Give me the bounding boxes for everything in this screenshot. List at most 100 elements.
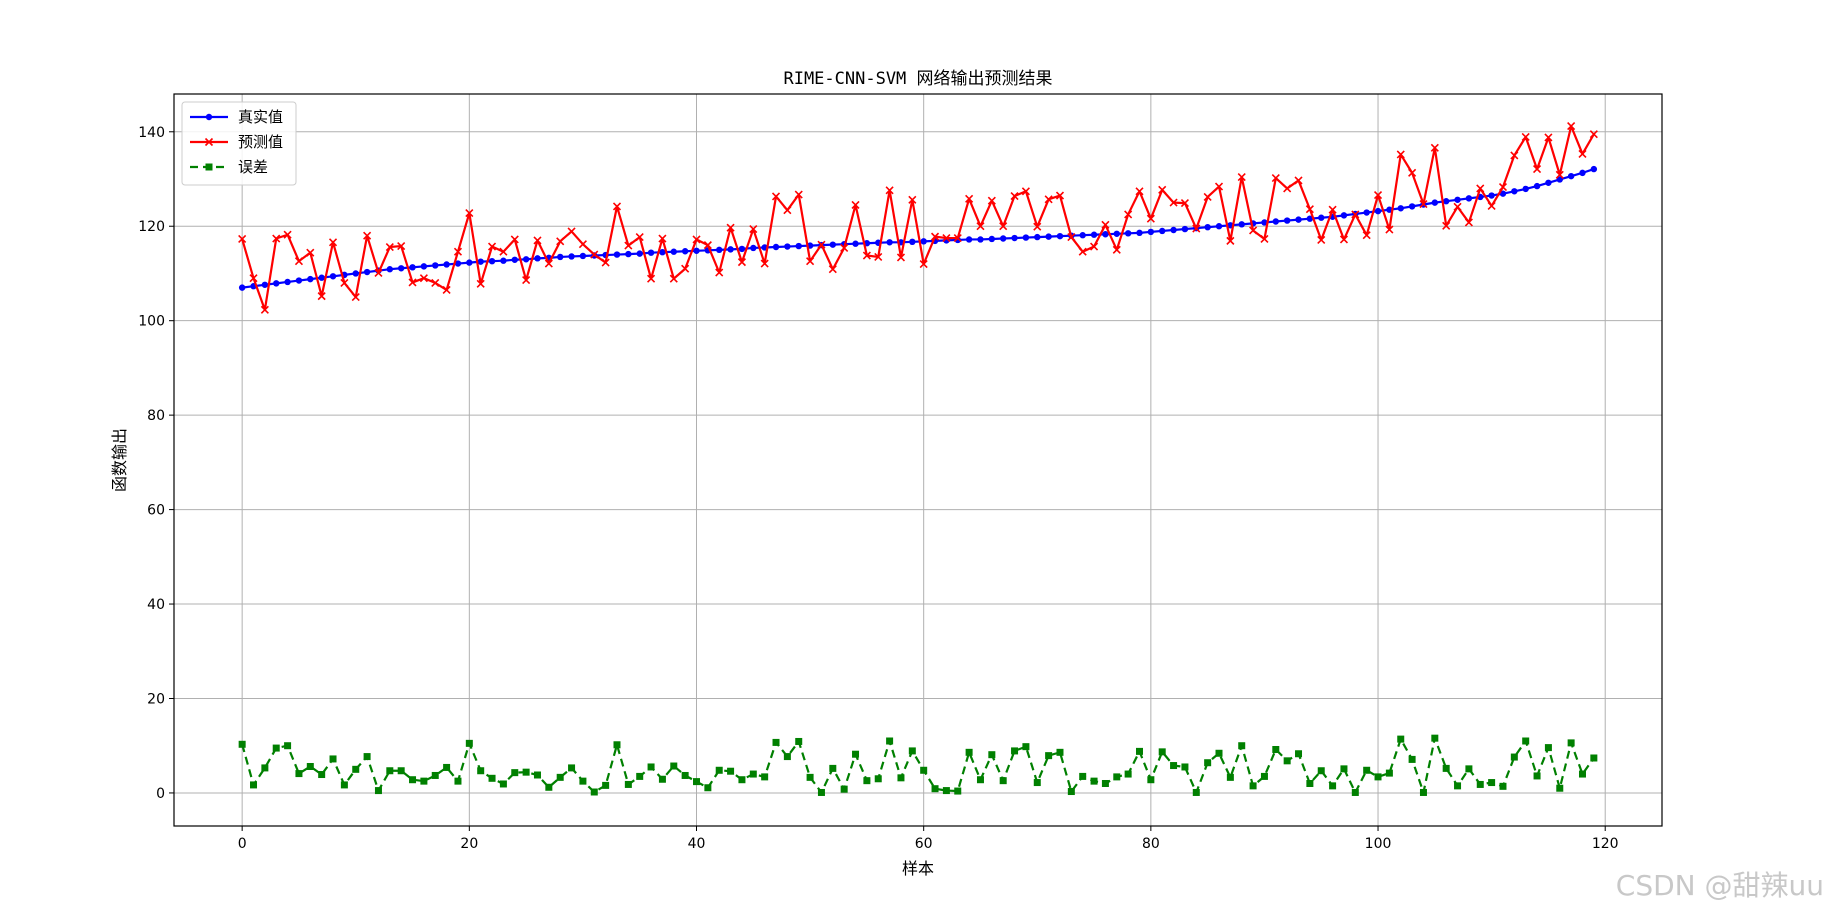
predicted-value-point [1430, 143, 1439, 152]
y-tick-label: 20 [147, 691, 165, 707]
error-point [579, 777, 587, 785]
true-value-point [1159, 227, 1166, 235]
predicted-value-point [283, 230, 292, 239]
true-value-point [670, 248, 677, 255]
error-point [1465, 765, 1473, 773]
predicted-value-point [363, 231, 372, 240]
error-point [1067, 788, 1075, 796]
error-point [897, 774, 905, 782]
true-value-point [1397, 205, 1404, 212]
error-point [1226, 773, 1234, 781]
error-point [488, 774, 496, 782]
legend-marker-x-icon [204, 137, 214, 147]
x-tick-label: 60 [915, 836, 933, 852]
legend-label: 误差 [238, 158, 268, 176]
error-point [1090, 777, 1098, 785]
true-value-point [329, 273, 337, 280]
true-value-point [625, 250, 632, 258]
error-point [1522, 737, 1530, 745]
error-point [988, 751, 996, 759]
predicted-value-point [1124, 210, 1133, 219]
predicted-value-point [408, 278, 417, 287]
predicted-value-point [919, 259, 928, 269]
error-point [727, 767, 735, 775]
true-value-point [727, 246, 734, 253]
predicted-value-point [272, 234, 281, 243]
predicted-value-point [965, 194, 974, 203]
true-value-point [295, 277, 303, 284]
true-value-point [534, 255, 541, 262]
y-tick-label: 60 [147, 503, 165, 519]
error-point [999, 777, 1007, 785]
x-tick-label: 20 [460, 836, 478, 852]
predicted-value-point [1055, 191, 1065, 200]
true-value-point [1511, 188, 1518, 195]
predicted-value-point [692, 235, 701, 244]
error-point [1578, 770, 1586, 778]
predicted-value-point [908, 195, 917, 204]
true-value-point [1386, 206, 1393, 213]
legend-marker [205, 163, 213, 171]
error-point [1260, 772, 1268, 780]
predicted-value-point [930, 232, 940, 241]
error-point [761, 773, 769, 781]
y-tick-label: 120 [138, 219, 165, 235]
predicted-value-point [1180, 199, 1189, 208]
true-value-point [1056, 232, 1064, 240]
x-axis-title: 样本 [902, 859, 934, 878]
predicted-value-point [510, 235, 519, 244]
y-tick-label: 80 [147, 408, 165, 424]
true-value-point [1374, 207, 1382, 215]
predicted-value-point [1021, 187, 1030, 196]
predicted-value-point [771, 192, 781, 201]
error-point [1272, 745, 1280, 753]
predicted-value-point [249, 274, 258, 283]
error-point [772, 738, 780, 746]
true-value-point [1522, 185, 1529, 193]
predicted-value-point [1192, 224, 1201, 233]
predicted-value-point [431, 278, 440, 287]
true-value-point [363, 268, 371, 276]
error-point [1533, 772, 1541, 780]
series-error [238, 734, 1598, 796]
error-point [1249, 782, 1257, 790]
error-point [602, 781, 610, 789]
predicted-value-point [294, 257, 304, 266]
predicted-value-point [442, 285, 451, 295]
true-value-point [1204, 223, 1211, 231]
predicted-value-point [522, 276, 531, 285]
error-point [1476, 780, 1484, 788]
error-point [1351, 788, 1359, 796]
true-value-point [1488, 192, 1495, 199]
error-point [852, 750, 860, 758]
legend-item-true-value: 真实值 [190, 108, 283, 126]
predicted-value-point [1237, 173, 1246, 182]
error-point [1215, 749, 1223, 757]
error-point [693, 778, 701, 786]
true-value-point [1113, 230, 1120, 237]
true-value-point [920, 238, 927, 245]
predicted-value-point [1249, 226, 1258, 235]
true-value-point [909, 238, 916, 246]
true-value-point [1136, 229, 1143, 237]
predicted-value-point [1442, 221, 1451, 230]
true-value-point [659, 249, 666, 256]
predicted-value-point [397, 242, 406, 251]
error-point [965, 748, 973, 756]
predicted-value-point [340, 278, 349, 287]
error-point [681, 771, 689, 779]
predicted-value-point [351, 293, 360, 302]
true-value-point [1181, 225, 1189, 233]
error-point [1442, 764, 1450, 772]
predicted-value-point [453, 247, 463, 256]
error-point [1397, 735, 1405, 743]
true-value-point [1567, 172, 1575, 180]
predicted-value-point [1146, 214, 1155, 223]
error-point [715, 766, 723, 774]
legend-marker [204, 137, 214, 147]
error-point [1011, 747, 1019, 755]
predicted-value-point [647, 274, 656, 283]
error-point [976, 776, 984, 784]
true-value-point [1215, 223, 1223, 230]
true-value-point [1465, 195, 1473, 202]
